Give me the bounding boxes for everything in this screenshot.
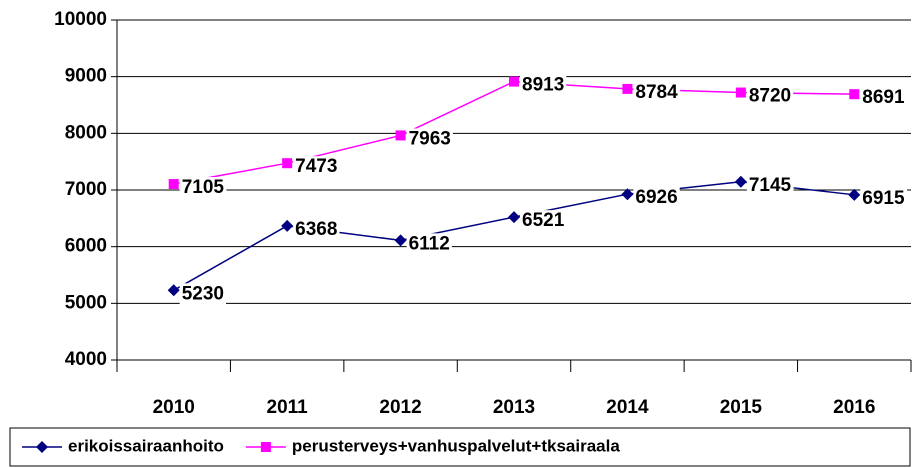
data-label-bg <box>520 74 567 96</box>
marker <box>508 211 520 224</box>
data-label: 7963 <box>409 128 451 149</box>
marker <box>622 83 633 94</box>
marker <box>395 130 406 141</box>
data-label: 7145 <box>749 175 792 196</box>
x-tick-label: 2013 <box>493 397 535 418</box>
legend-label: perusterveys+vanhuspalvelut+tksairaala <box>292 436 620 455</box>
y-tick-label: 6000 <box>65 236 107 257</box>
marker <box>735 87 746 98</box>
data-label-bg <box>179 177 227 199</box>
data-label: 6915 <box>862 188 905 209</box>
data-label-bg <box>293 156 340 178</box>
x-tick-label: 2011 <box>267 397 309 418</box>
marker <box>848 188 861 201</box>
data-label-bg <box>179 283 226 305</box>
marker <box>168 179 179 190</box>
data-label-bg <box>860 187 907 209</box>
data-label-bg <box>520 210 567 232</box>
legend-box <box>9 427 911 467</box>
y-tick-label: 7000 <box>65 179 107 200</box>
data-label: 7105 <box>182 177 225 198</box>
data-label: 8913 <box>522 75 564 96</box>
data-label-bg <box>293 218 340 240</box>
data-label-bg <box>746 174 794 196</box>
x-tick-label: 2015 <box>720 397 763 418</box>
data-label-bg <box>746 85 794 107</box>
y-tick-label: 10000 <box>54 9 107 30</box>
x-tick-label: 2016 <box>833 397 875 418</box>
y-tick-label: 4000 <box>65 349 107 370</box>
marker <box>167 284 180 297</box>
data-label: 5230 <box>182 283 224 304</box>
data-label: 6368 <box>295 219 337 240</box>
data-label-bg <box>633 81 681 103</box>
y-tick-label: 8000 <box>65 122 107 143</box>
data-label: 6521 <box>522 210 565 231</box>
marker <box>282 158 293 169</box>
marker <box>849 89 860 100</box>
x-tick-label: 2014 <box>606 397 649 418</box>
series-line <box>173 181 855 291</box>
marker <box>734 175 747 188</box>
marker <box>509 76 519 87</box>
data-label: 8720 <box>749 86 791 107</box>
marker <box>621 188 634 201</box>
y-tick-label: 9000 <box>65 66 107 87</box>
data-label: 8784 <box>635 82 678 103</box>
data-label: 6926 <box>635 187 677 208</box>
data-label-bg <box>633 187 680 209</box>
data-label-bg <box>406 128 453 150</box>
data-label-bg <box>406 233 452 255</box>
marker <box>281 219 294 232</box>
x-tick-label: 2012 <box>379 397 421 418</box>
x-tick-label: 2010 <box>153 397 195 418</box>
marker <box>36 441 48 453</box>
y-tick-label: 5000 <box>65 292 107 313</box>
data-label: 6112 <box>409 233 450 254</box>
data-label-bg <box>860 87 907 109</box>
data-label: 8691 <box>862 87 905 108</box>
marker <box>260 442 271 452</box>
data-label: 7473 <box>295 156 337 177</box>
legend-label: erikoissairaanhoito <box>68 436 224 455</box>
marker <box>394 234 407 247</box>
